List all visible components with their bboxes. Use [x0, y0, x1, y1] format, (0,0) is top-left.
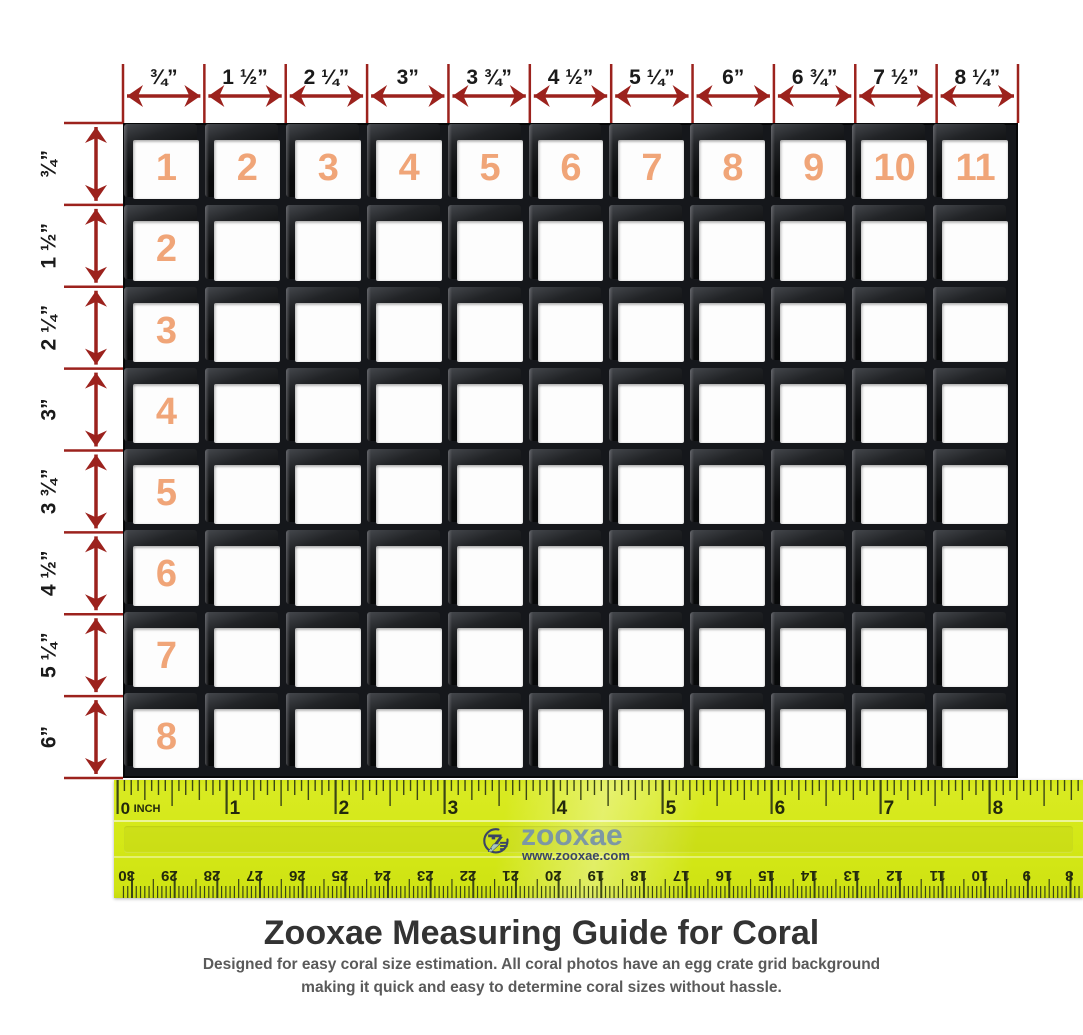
svg-text:5 ¼”: 5 ¼” — [38, 632, 61, 678]
svg-text:2 ¼”: 2 ¼” — [304, 66, 350, 89]
svg-text:3”: 3” — [397, 66, 419, 89]
svg-text:2 ¼”: 2 ¼” — [38, 305, 61, 351]
svg-text:0: 0 — [121, 799, 130, 818]
svg-text:22: 22 — [460, 867, 477, 884]
svg-text:11: 11 — [930, 867, 946, 884]
svg-text:¾”: ¾” — [150, 66, 178, 89]
svg-text:23: 23 — [417, 867, 434, 884]
svg-text:17: 17 — [673, 867, 690, 884]
svg-text:6: 6 — [775, 798, 786, 819]
svg-text:27: 27 — [246, 867, 263, 884]
svg-text:3”: 3” — [38, 398, 61, 420]
svg-text:12: 12 — [886, 867, 903, 884]
svg-text:¾”: ¾” — [38, 150, 61, 178]
svg-text:24: 24 — [374, 867, 391, 884]
svg-text:8 ¼”: 8 ¼” — [955, 66, 1001, 89]
svg-text:6”: 6” — [38, 726, 61, 748]
svg-text:4: 4 — [557, 798, 568, 819]
svg-text:16: 16 — [716, 867, 733, 884]
svg-text:1: 1 — [230, 798, 241, 819]
svg-text:7: 7 — [884, 798, 895, 819]
svg-text:1 ½”: 1 ½” — [222, 66, 268, 89]
svg-text:13: 13 — [844, 867, 861, 884]
svg-text:6 ¾”: 6 ¾” — [792, 66, 838, 89]
svg-text:26: 26 — [289, 867, 306, 884]
svg-text:6”: 6” — [722, 66, 744, 89]
svg-text:9: 9 — [1023, 867, 1031, 884]
svg-text:19: 19 — [588, 867, 605, 884]
svg-text:8: 8 — [1065, 867, 1073, 884]
svg-text:18: 18 — [630, 867, 647, 884]
svg-text:4 ½”: 4 ½” — [38, 551, 61, 597]
svg-text:14: 14 — [800, 867, 817, 884]
svg-text:30: 30 — [118, 867, 135, 884]
svg-text:15: 15 — [758, 867, 775, 884]
svg-text:7 ½”: 7 ½” — [873, 66, 919, 89]
svg-text:8: 8 — [993, 798, 1004, 819]
svg-text:25: 25 — [332, 867, 349, 884]
svg-text:5: 5 — [666, 798, 677, 819]
svg-text:21: 21 — [502, 867, 519, 884]
svg-text:4 ½”: 4 ½” — [548, 66, 594, 89]
svg-text:INCH: INCH — [134, 803, 161, 815]
svg-text:20: 20 — [545, 867, 562, 884]
svg-text:28: 28 — [204, 867, 221, 884]
svg-text:3 ¾”: 3 ¾” — [38, 469, 61, 515]
svg-text:1 ½”: 1 ½” — [38, 223, 61, 269]
svg-text:5 ¼”: 5 ¼” — [629, 66, 675, 89]
svg-text:3: 3 — [448, 798, 459, 819]
svg-text:3 ¾”: 3 ¾” — [466, 66, 512, 89]
svg-text:10: 10 — [972, 867, 989, 884]
svg-text:29: 29 — [161, 867, 178, 884]
svg-text:2: 2 — [339, 798, 350, 819]
